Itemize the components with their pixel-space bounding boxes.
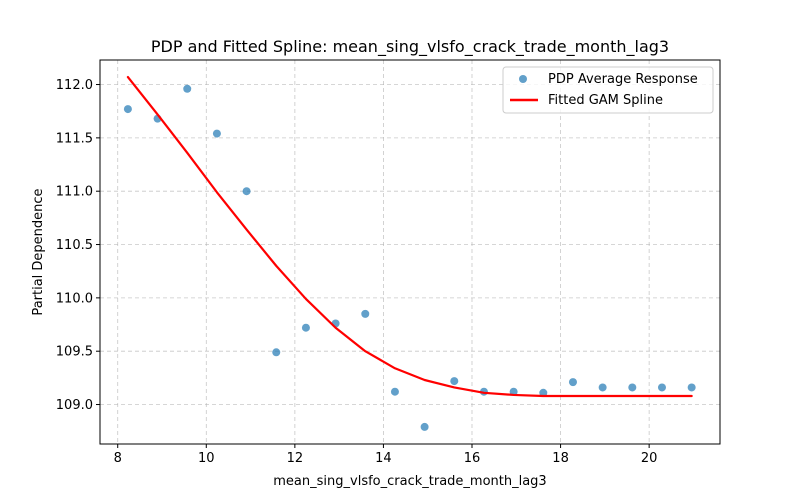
pdp-point: [212, 129, 221, 138]
pdp-point: [301, 323, 310, 332]
x-tick-label: 14: [375, 451, 392, 466]
pdp-point: [272, 348, 281, 357]
y-tick-label: 111.0: [56, 185, 93, 200]
y-axis-label: Partial Dependence: [31, 188, 46, 315]
x-axis-label: mean_sing_vlsfo_crack_trade_month_lag3: [273, 474, 546, 489]
y-tick-label: 109.5: [56, 345, 93, 360]
legend: PDP Average Response Fitted GAM Spline: [502, 66, 714, 114]
pdp-point: [628, 383, 637, 392]
pdp-point: [361, 309, 370, 318]
pdp-point: [598, 383, 607, 392]
chart-title: PDP and Fitted Spline: mean_sing_vlsfo_c…: [151, 37, 669, 57]
y-axis-ticks: 109.0 109.5 110.0 110.5 111.0 111.5 112.0: [56, 78, 100, 413]
pdp-point: [687, 383, 696, 392]
y-tick-label: 110.5: [56, 238, 93, 253]
y-tick-label: 111.5: [56, 131, 93, 146]
pdp-point: [390, 387, 399, 396]
pdp-point: [539, 388, 548, 397]
y-tick-label: 109.0: [56, 398, 93, 413]
x-tick-label: 10: [198, 451, 215, 466]
x-tick-label: 16: [464, 451, 481, 466]
y-tick-label: 110.0: [56, 291, 93, 306]
pdp-point: [450, 377, 459, 386]
x-axis-ticks: 8 10 12 14 16 18 20: [114, 444, 658, 466]
x-tick-label: 20: [641, 451, 658, 466]
legend-marker-pdp: [519, 75, 527, 83]
grid-lines: [100, 60, 720, 444]
y-tick-label: 112.0: [56, 78, 93, 93]
pdp-point: [420, 422, 429, 431]
pdp-point: [657, 383, 666, 392]
pdp-point: [123, 105, 132, 114]
pdp-point: [568, 378, 577, 387]
legend-label-gam: Fitted GAM Spline: [548, 93, 663, 108]
plot-area-frame: [99, 59, 721, 445]
gam-spline-line: [126, 75, 693, 398]
pdp-point: [183, 84, 192, 93]
x-tick-label: 18: [552, 451, 569, 466]
pdp-point: [242, 187, 251, 196]
x-tick-label: 8: [114, 451, 122, 466]
x-tick-label: 12: [287, 451, 304, 466]
legend-label-pdp: PDP Average Response: [548, 72, 698, 87]
legend-box: [502, 66, 714, 114]
plot-data: [123, 75, 696, 431]
